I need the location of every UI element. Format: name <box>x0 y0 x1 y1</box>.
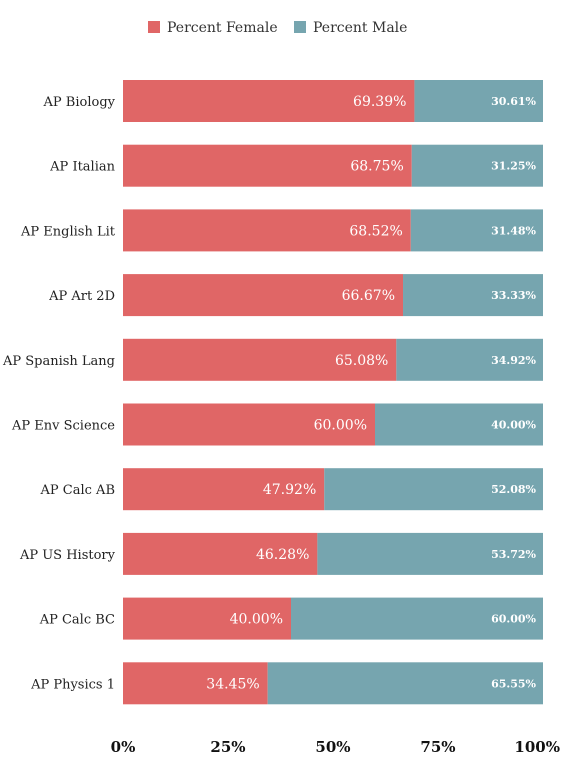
category-label-ap-us-history: AP US History <box>19 548 116 563</box>
x-tick-label-50: 50% <box>315 738 350 756</box>
data-label-female-ap-calc-bc: 40.00% <box>230 612 283 628</box>
bar-female-ap-spanish-lang <box>123 338 397 381</box>
data-label-female-ap-spanish-lang: 65.08% <box>335 353 388 369</box>
bar-male-ap-calc-ab <box>324 468 543 511</box>
bar-female-ap-physics-1 <box>123 662 268 705</box>
bar-male-ap-italian <box>411 144 543 187</box>
bar-male-ap-english-lit <box>410 209 543 252</box>
category-label-ap-art-2d: AP Art 2D <box>48 289 115 304</box>
data-label-female-ap-physics-1: 34.45% <box>206 676 259 692</box>
data-label-male-ap-calc-bc: 60.00% <box>491 613 536 626</box>
bar-male-ap-physics-1 <box>267 662 543 705</box>
data-label-male-ap-physics-1: 65.55% <box>491 677 536 690</box>
chart-legend: Percent Female Percent Male <box>148 20 407 36</box>
bar-male-ap-biology <box>414 80 543 122</box>
x-tick-label-75: 75% <box>420 738 455 756</box>
x-tick-label-25: 25% <box>210 738 245 756</box>
category-label-ap-calc-ab: AP Calc AB <box>40 483 115 498</box>
bar-female-ap-env-science <box>123 403 375 446</box>
data-label-male-ap-spanish-lang: 34.92% <box>491 354 536 367</box>
legend-label-percent-female: Percent Female <box>167 20 278 36</box>
category-label-ap-english-lit: AP English Lit <box>20 224 116 239</box>
data-label-male-ap-italian: 31.25% <box>491 160 536 173</box>
bar-female-ap-english-lit <box>123 209 411 252</box>
bar-female-ap-biology <box>123 80 415 122</box>
chart-bars: 69.39% 30.61% 68.75% 31.25% 68.52% 31.48% 66.6… <box>123 80 543 705</box>
data-label-female-ap-english-lit: 68.52% <box>349 223 402 239</box>
data-label-female-ap-calc-ab: 47.92% <box>263 482 316 498</box>
x-axis: 0% 25% 50% 75% 100% <box>111 738 560 756</box>
bar-female-ap-art-2d <box>123 274 404 317</box>
category-label-ap-spanish-lang: AP Spanish Lang <box>2 354 115 369</box>
data-label-male-ap-us-history: 53.72% <box>491 548 536 561</box>
category-label-ap-physics-1: AP Physics 1 <box>30 677 115 692</box>
bar-male-ap-spanish-lang <box>396 338 543 381</box>
bar-female-ap-calc-bc <box>123 597 291 640</box>
data-label-female-ap-us-history: 46.28% <box>256 547 309 563</box>
bar-female-ap-italian <box>123 144 412 187</box>
bar-male-ap-us-history <box>317 532 543 575</box>
x-tick-label-0: 0% <box>111 738 136 756</box>
data-label-male-ap-calc-ab: 52.08% <box>491 483 536 496</box>
legend-swatch-percent-male <box>294 21 306 33</box>
data-label-male-ap-english-lit: 31.48% <box>491 224 536 237</box>
category-labels: AP Biology AP Italian AP English Lit AP Art… <box>2 95 116 692</box>
data-label-female-ap-art-2d: 66.67% <box>342 288 395 304</box>
category-label-ap-biology: AP Biology <box>43 95 116 110</box>
data-label-female-ap-italian: 68.75% <box>350 159 403 175</box>
data-label-male-ap-biology: 30.61% <box>491 95 536 108</box>
legend-swatch-percent-female <box>148 21 160 33</box>
bar-female-ap-calc-ab <box>123 468 325 511</box>
x-tick-label-100: 100% <box>514 738 560 756</box>
data-label-male-ap-env-science: 40.00% <box>491 419 536 432</box>
legend-label-percent-male: Percent Male <box>313 20 407 36</box>
data-label-female-ap-biology: 69.39% <box>353 94 406 110</box>
data-label-female-ap-env-science: 60.00% <box>314 418 367 434</box>
data-label-male-ap-art-2d: 33.33% <box>491 289 536 302</box>
category-label-ap-italian: AP Italian <box>49 160 115 175</box>
category-label-ap-calc-bc: AP Calc BC <box>39 613 115 628</box>
bar-female-ap-us-history <box>123 532 318 575</box>
bar-male-ap-calc-bc <box>291 597 543 640</box>
category-label-ap-env-science: AP Env Science <box>11 419 115 434</box>
bar-male-ap-art-2d <box>403 274 543 317</box>
bar-male-ap-env-science <box>375 403 543 446</box>
